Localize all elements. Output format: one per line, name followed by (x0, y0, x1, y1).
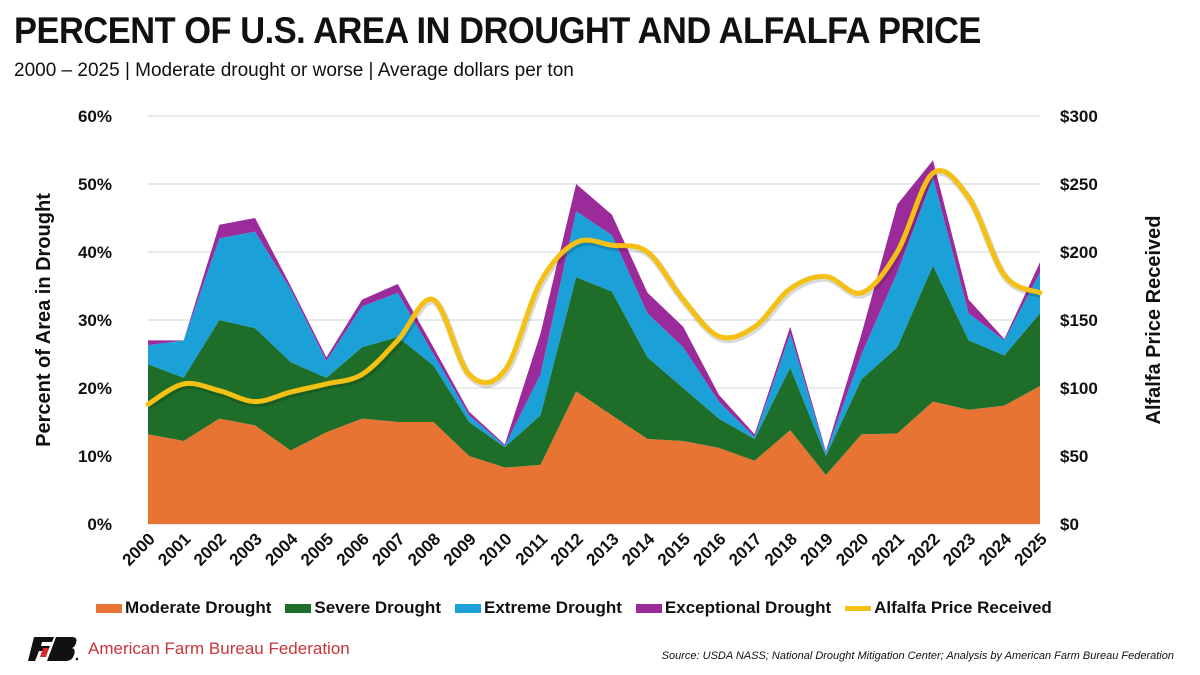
x-tick-label: 2016 (690, 529, 730, 569)
y-right-tick-label: $300 (1060, 107, 1098, 126)
area-extreme-drought (148, 177, 1040, 456)
source-note: Source: USDA NASS; National Drought Miti… (661, 650, 1174, 662)
legend-label: Extreme Drought (483, 598, 622, 617)
x-tick-label: 2023 (939, 529, 979, 569)
x-tick-label: 2003 (226, 529, 266, 569)
afbf-logo: American Farm Bureau Federation (28, 637, 350, 661)
y-right-tick-label: $150 (1060, 311, 1098, 330)
x-tick-label: 2007 (368, 529, 408, 569)
legend-swatch (635, 603, 662, 613)
y-tick-label: 40% (78, 243, 112, 262)
legend-item: Alfalfa Price Received (845, 598, 1052, 618)
y-tick-label: 0% (87, 515, 112, 534)
legend-item: Moderate Drought (96, 598, 271, 618)
fb-logo-icon (28, 637, 78, 661)
y-tick-label: 20% (78, 379, 112, 398)
legend-label: Exceptional Drought (664, 598, 832, 617)
y-tick-label: 30% (78, 311, 112, 330)
x-tick-label: 2010 (475, 529, 515, 569)
y-tick-label: 50% (78, 175, 112, 194)
organization-name: American Farm Bureau Federation (88, 639, 350, 658)
chart-subtitle: 2000 – 2025 | Moderate drought or worse … (14, 60, 574, 81)
legend-swatch (285, 603, 312, 613)
legend-item: Severe Drought (285, 598, 441, 618)
area-exceptional-drought (148, 160, 1040, 453)
y-right-tick-label: $0 (1060, 515, 1079, 534)
area-moderate-drought (148, 385, 1040, 524)
legend-label: Alfalfa Price Received (874, 598, 1052, 617)
y-right-tick-label: $100 (1060, 379, 1098, 398)
legend: Moderate Drought Severe Drought Extreme Dr… (96, 598, 1052, 618)
legend-label: Moderate Drought (125, 598, 272, 617)
x-tick-label: 2021 (868, 529, 908, 569)
legend-swatch (845, 605, 872, 611)
x-tick-label: 2008 (404, 529, 444, 569)
x-tick-label: 2012 (547, 529, 587, 569)
x-tick-label: 2019 (797, 529, 837, 569)
y-right-tick-label: $250 (1060, 175, 1098, 194)
legend-swatch (96, 603, 122, 613)
x-tick-label: 2018 (761, 529, 801, 569)
x-tick-label: 2022 (904, 529, 944, 569)
y-right-tick-label: $50 (1060, 447, 1088, 466)
x-tick-label: 2014 (618, 529, 659, 570)
x-tick-label: 2024 (975, 529, 1016, 570)
x-tick-label: 2000 (119, 529, 159, 569)
x-tick-label: 2005 (297, 529, 337, 569)
x-tick-label: 2013 (582, 529, 622, 569)
y-tick-label: 10% (78, 447, 112, 466)
legend-swatch (454, 603, 481, 613)
area-severe-drought (148, 265, 1040, 476)
legend-item: Exceptional Drought (635, 598, 832, 618)
price-line (145, 168, 1043, 407)
x-tick-label: 2015 (654, 529, 694, 569)
y-tick-label: 60% (78, 107, 112, 126)
legend-item: Extreme Drought (454, 598, 622, 618)
x-tick-label: 2002 (190, 529, 230, 569)
y-right-tick-label: $200 (1060, 243, 1098, 262)
chart-title: PERCENT OF U.S. AREA IN DROUGHT AND ALFA… (14, 10, 981, 51)
y-axis-label: Percent of Area in Drought (33, 193, 55, 447)
x-tick-label: 2025 (1011, 529, 1051, 569)
y-right-axis-label: Alfalfa Price Received (1143, 216, 1165, 425)
x-tick-label: 2006 (333, 529, 373, 569)
x-tick-label: 2017 (725, 529, 765, 569)
x-tick-label: 2020 (832, 529, 872, 569)
x-tick-label: 2009 (440, 529, 480, 569)
x-tick-label: 2001 (154, 529, 194, 569)
x-tick-label: 2011 (512, 529, 552, 569)
legend-label: Severe Drought (314, 598, 441, 617)
x-tick-label: 2004 (261, 529, 302, 570)
